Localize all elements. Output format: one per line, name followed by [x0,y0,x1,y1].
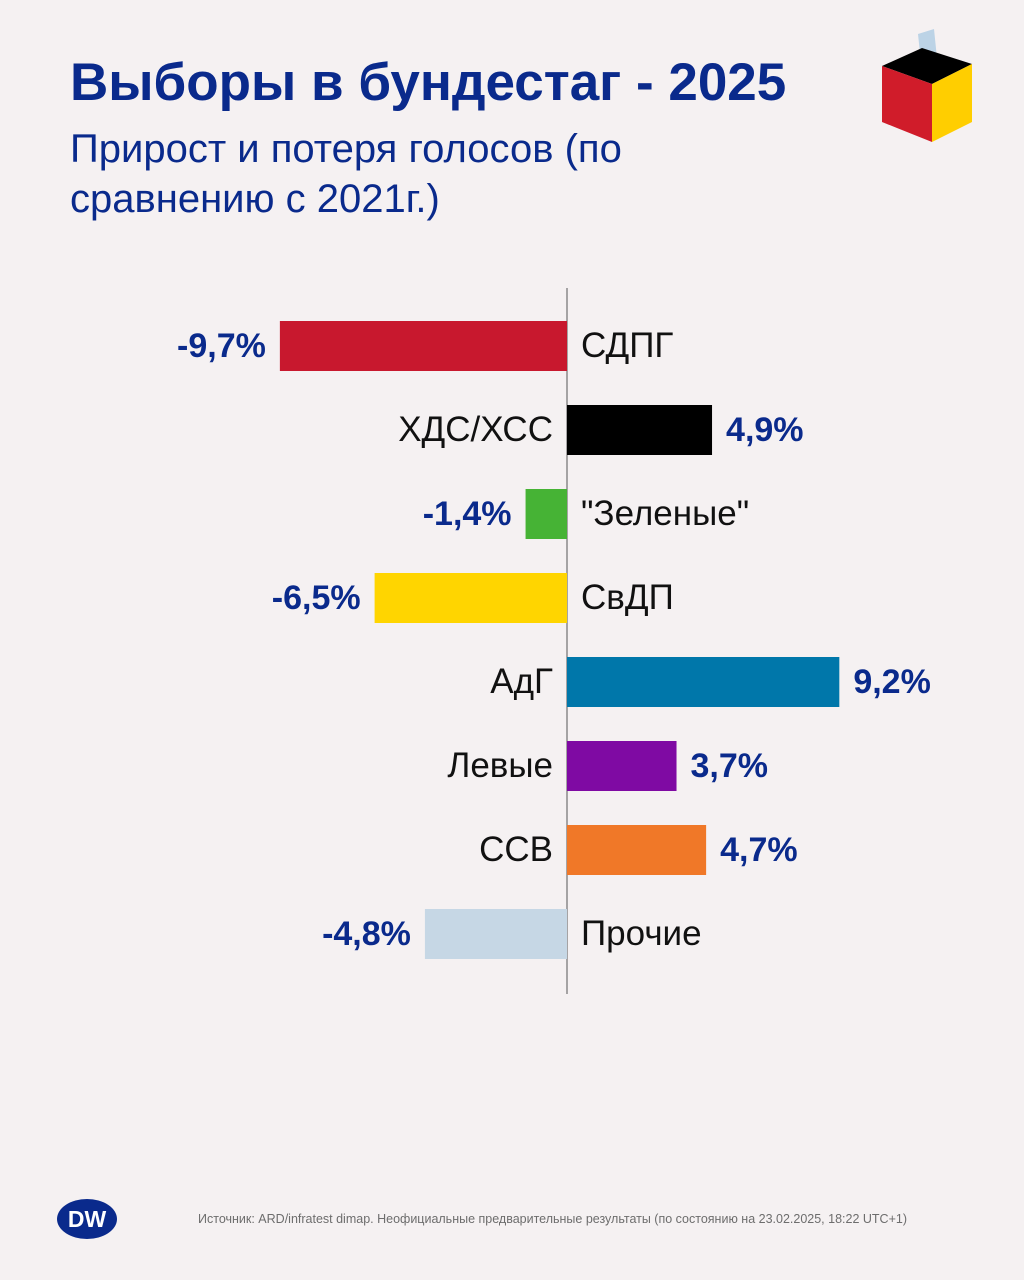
bar [424,909,567,959]
category-label: СДПГ [581,326,673,365]
dw-logo-icon: DW [57,1199,117,1239]
data-label: 4,9% [726,411,804,449]
ballot-box-top [882,48,972,84]
data-label: 4,7% [720,831,798,869]
category-label: СвДП [581,578,674,617]
bar [567,405,713,455]
category-label: Прочие [581,914,702,953]
page-title: Выборы в бундестаг - 2025 [70,53,787,112]
ballot-box-left [882,66,932,142]
data-label: -1,4% [423,495,512,533]
bar [525,489,567,539]
category-label: ХДС/ХСС [398,410,553,449]
dw-logo-text: DW [68,1206,107,1232]
data-label: -4,8% [322,915,411,953]
category-label: АдГ [490,662,553,701]
source-note: Источник: ARD/infratest dimap. Неофициал… [198,1212,907,1226]
category-label: ССВ [479,830,553,869]
data-label: -9,7% [177,327,266,365]
category-label: Левые [447,746,553,785]
bar [567,825,707,875]
data-label: 9,2% [853,663,931,701]
data-label: -6,5% [272,579,361,617]
bar [567,741,677,791]
bar [374,573,567,623]
ballot-box-icon [882,29,972,142]
bar [567,657,840,707]
data-label: 3,7% [691,747,769,785]
bar [279,321,567,371]
page-subtitle: Прирост и потеря голосов (по сравнению с… [70,127,622,221]
category-label: "Зеленые" [581,494,749,533]
vote-change-chart: -9,7% СДПГ 4,9% ХДС/ХСС -1,4% "Зеленые" -6,5% С… [177,288,931,994]
ballot-box-right [932,64,972,142]
